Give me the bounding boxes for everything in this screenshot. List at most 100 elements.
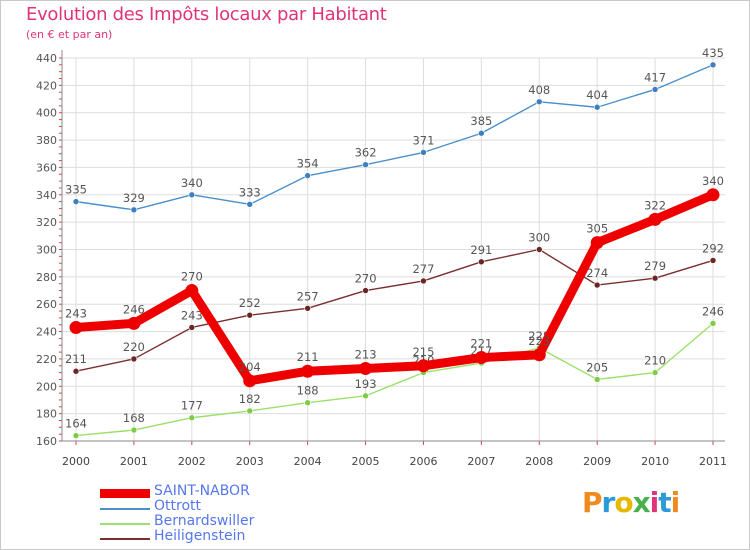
data-point-heiligenstein <box>535 246 543 253</box>
data-label-heiligenstein: 279 <box>644 259 666 273</box>
y-tick-label: 420 <box>36 79 57 92</box>
data-label-heiligenstein: 300 <box>528 231 550 245</box>
data-label-ottrott: 340 <box>181 176 203 190</box>
data-label-saint-nabor: 340 <box>702 174 724 188</box>
legend-swatch-0 <box>100 489 150 498</box>
data-point-ottrott <box>72 198 80 205</box>
x-tick-label: 2000 <box>62 455 90 468</box>
data-label-bernardswiller: 193 <box>355 377 377 391</box>
data-point-saint-nabor <box>648 212 662 226</box>
data-label-heiligenstein: 291 <box>470 243 492 257</box>
x-tick-label: 2008 <box>525 455 553 468</box>
data-label-heiligenstein: 243 <box>181 308 203 322</box>
data-label-ottrott: 333 <box>239 185 261 199</box>
data-point-bernardswiller <box>130 426 138 434</box>
data-point-heiligenstein <box>188 324 196 331</box>
data-label-saint-nabor: 213 <box>355 348 377 362</box>
y-tick-label: 360 <box>36 161 57 174</box>
series-line-saint-nabor <box>75 190 715 386</box>
series-line-heiligenstein <box>75 248 714 372</box>
data-label-heiligenstein: 274 <box>586 266 608 280</box>
data-label-saint-nabor: 215 <box>412 345 434 359</box>
x-tick-label: 2009 <box>583 455 611 468</box>
data-label-saint-nabor: 204 <box>239 360 261 374</box>
data-point-heiligenstein <box>72 367 80 375</box>
y-tick-label: 260 <box>36 298 57 311</box>
data-point-heiligenstein <box>651 274 659 282</box>
data-point-heiligenstein <box>593 281 601 289</box>
data-label-bernardswiller: 177 <box>181 399 203 413</box>
data-label-ottrott: 404 <box>586 88 608 102</box>
data-point-saint-nabor <box>69 320 83 334</box>
data-label-bernardswiller: 182 <box>239 392 261 406</box>
data-label-ottrott: 354 <box>297 157 319 171</box>
data-point-saint-nabor <box>706 188 720 202</box>
data-point-ottrott <box>362 161 369 168</box>
data-point-bernardswiller <box>304 399 311 407</box>
y-tick-label: 300 <box>36 244 57 257</box>
data-point-saint-nabor <box>359 362 373 376</box>
data-point-bernardswiller <box>709 320 717 327</box>
y-tick-label: 280 <box>36 271 57 284</box>
series-line-ottrott <box>75 64 714 211</box>
data-point-bernardswiller <box>651 369 659 376</box>
data-label-heiligenstein: 292 <box>702 241 724 255</box>
data-label-saint-nabor: 211 <box>297 350 319 364</box>
chart-subtitle: (en € et par an) <box>26 28 113 41</box>
data-point-ottrott <box>246 201 254 208</box>
legend-label-0: SAINT-NABOR <box>154 483 250 499</box>
legend-swatch-3 <box>100 538 150 540</box>
data-point-saint-nabor <box>590 236 604 250</box>
y-tick-label: 160 <box>36 435 57 448</box>
y-tick-label: 340 <box>36 189 57 202</box>
legend-swatch-1 <box>100 508 150 510</box>
x-tick-label: 2003 <box>236 455 264 468</box>
data-label-ottrott: 417 <box>644 70 666 84</box>
data-label-bernardswiller: 168 <box>123 411 145 425</box>
legend-label-2: Bernardswiller <box>154 513 255 529</box>
data-point-ottrott <box>651 86 659 93</box>
data-label-saint-nabor: 246 <box>123 302 145 316</box>
data-label-bernardswiller: 205 <box>586 360 608 374</box>
data-point-ottrott <box>535 98 543 106</box>
data-point-bernardswiller <box>593 376 601 383</box>
y-tick-label: 400 <box>36 107 57 120</box>
data-point-ottrott <box>304 172 311 179</box>
x-tick-label: 2005 <box>352 455 380 468</box>
legend-label-1: Ottrott <box>154 498 201 514</box>
data-label-ottrott: 329 <box>123 191 145 205</box>
data-label-heiligenstein: 252 <box>239 296 261 310</box>
data-label-saint-nabor: 305 <box>586 222 608 236</box>
x-tick-label: 2007 <box>467 455 495 468</box>
data-label-bernardswiller: 210 <box>644 354 666 368</box>
data-point-ottrott <box>188 191 196 199</box>
data-point-bernardswiller <box>246 407 254 415</box>
data-label-ottrott: 435 <box>702 46 724 60</box>
data-label-bernardswiller: 246 <box>702 304 724 318</box>
data-point-saint-nabor <box>416 359 430 373</box>
y-tick-label: 380 <box>36 134 57 147</box>
data-label-heiligenstein: 211 <box>65 352 87 366</box>
x-tick-label: 2001 <box>120 455 148 468</box>
data-label-saint-nabor: 322 <box>644 198 666 212</box>
data-point-heiligenstein <box>478 258 485 266</box>
data-label-ottrott: 362 <box>355 146 377 160</box>
legend-swatch-2 <box>100 523 150 525</box>
y-tick-label: 240 <box>36 326 57 339</box>
chart-title: Evolution des Impôts locaux par Habitant <box>26 4 387 25</box>
x-tick-label: 2006 <box>409 455 437 468</box>
data-point-saint-nabor <box>185 284 199 298</box>
data-point-bernardswiller <box>188 414 196 422</box>
data-point-heiligenstein <box>304 305 311 312</box>
x-tick-label: 2011 <box>699 455 727 468</box>
data-point-saint-nabor <box>301 364 315 378</box>
data-point-ottrott <box>593 103 601 111</box>
data-label-heiligenstein: 270 <box>355 272 377 286</box>
data-point-heiligenstein <box>362 287 369 294</box>
y-tick-label: 200 <box>36 380 57 393</box>
x-tick-label: 2004 <box>294 455 322 468</box>
data-label-saint-nabor: 223 <box>528 334 550 348</box>
data-point-ottrott <box>420 149 427 156</box>
